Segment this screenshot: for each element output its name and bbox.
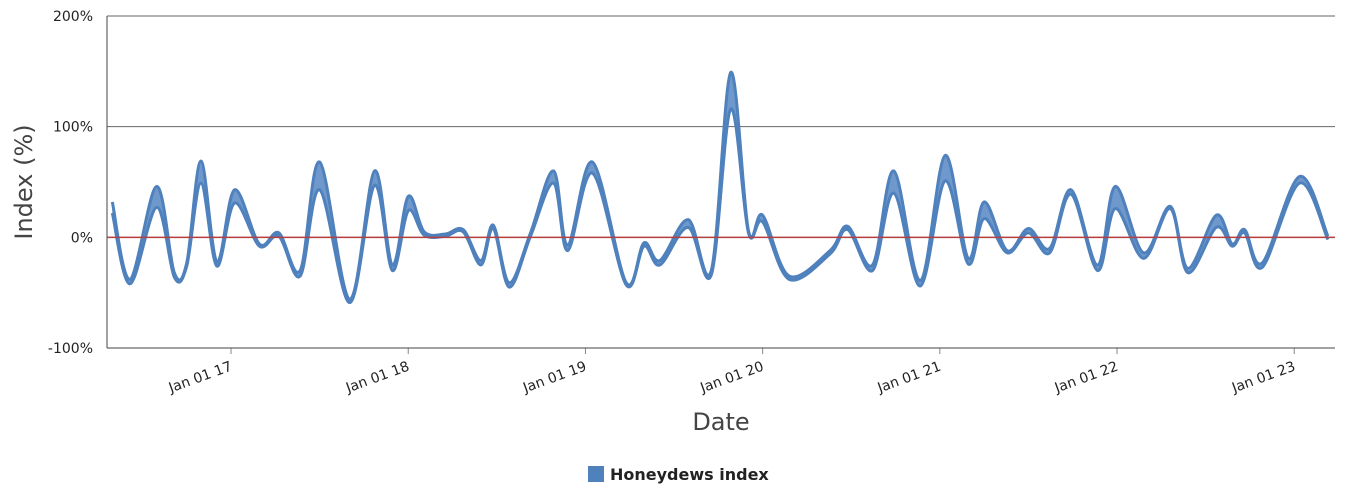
x-tick-label: Jan 01 18 <box>343 359 412 397</box>
x-tick-label: Jan 01 17 <box>166 359 235 397</box>
x-axis-title: Date <box>692 408 749 436</box>
y-tick-label: 200% <box>53 9 93 25</box>
low-line <box>110 107 1330 305</box>
y-axis-title: Index (%) <box>10 124 38 239</box>
x-tick-label: Jan 01 20 <box>697 359 766 397</box>
y-tick-label: 0% <box>71 230 93 246</box>
x-tick-label: Jan 01 23 <box>1229 359 1298 397</box>
x-tick-label: Jan 01 21 <box>875 359 944 397</box>
y-tick-label: 100% <box>53 120 93 136</box>
y-tick-label: -100% <box>48 341 93 357</box>
legend-label: Honeydews index <box>610 465 769 484</box>
x-tick-label: Jan 01 19 <box>520 359 589 397</box>
x-tick-label: Jan 01 22 <box>1052 359 1121 397</box>
legend-swatch <box>588 466 604 482</box>
